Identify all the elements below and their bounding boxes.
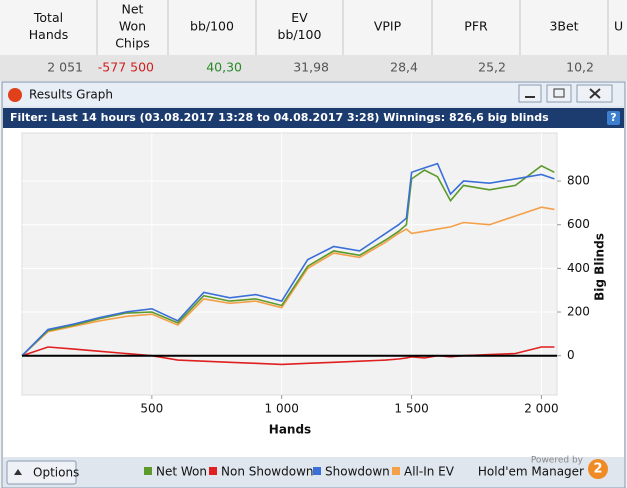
minimize-button[interactable] bbox=[518, 84, 542, 103]
app-icon bbox=[8, 88, 22, 102]
y-axis-title: Big Blinds bbox=[593, 233, 607, 301]
column-header: bb/100 bbox=[190, 19, 234, 34]
column-header: VPIP bbox=[374, 19, 402, 34]
options-label: Options bbox=[33, 466, 79, 480]
window-title: Results Graph bbox=[29, 88, 113, 102]
y-tick-label: 400 bbox=[567, 261, 590, 275]
x-tick-label: 2 000 bbox=[524, 402, 558, 416]
table-cell: 10,2 bbox=[566, 60, 594, 75]
legend-swatch bbox=[144, 467, 152, 475]
column-header: U bbox=[614, 19, 623, 34]
brand-logo bbox=[588, 459, 608, 479]
x-tick-label: 1 000 bbox=[265, 402, 299, 416]
series-line bbox=[21, 164, 555, 357]
table-cell: 2 051 bbox=[47, 60, 83, 75]
filter-text: Filter: Last 14 hours (03.08.2017 13:28 … bbox=[10, 111, 549, 124]
x-tick-label: 1 500 bbox=[394, 402, 428, 416]
maximize-button[interactable] bbox=[546, 84, 572, 103]
y-tick-label: 200 bbox=[567, 305, 590, 319]
y-tick-label: 800 bbox=[567, 174, 590, 188]
table-cell: 28,4 bbox=[390, 60, 418, 75]
legend-swatch bbox=[209, 467, 217, 475]
y-tick-label: 600 bbox=[567, 217, 590, 231]
column-header: EV bbox=[291, 10, 308, 25]
legend-label: All-In EV bbox=[404, 465, 455, 479]
column-header: Hands bbox=[29, 27, 68, 42]
legend-label: Showdown bbox=[325, 465, 390, 479]
column-header: Chips bbox=[115, 36, 150, 51]
series-line bbox=[21, 206, 555, 357]
x-axis-title: Hands bbox=[269, 423, 311, 437]
brand-logo-text: 2 bbox=[593, 462, 602, 477]
title-bar bbox=[3, 83, 624, 106]
column-header: Total bbox=[33, 10, 63, 25]
table-cell: 40,30 bbox=[206, 60, 242, 75]
x-tick-label: 500 bbox=[140, 402, 163, 416]
legend-label: Non Showdown bbox=[221, 465, 314, 479]
column-header: Won bbox=[119, 19, 146, 34]
options-arrow bbox=[14, 469, 22, 475]
help-button[interactable] bbox=[607, 111, 620, 125]
maximize-icon bbox=[553, 88, 565, 98]
table-header-bg bbox=[0, 0, 627, 55]
column-header: 3Bet bbox=[549, 19, 578, 34]
legend-label: Net Won bbox=[156, 465, 207, 479]
table-row-bg bbox=[0, 55, 627, 81]
legend-swatch bbox=[313, 467, 321, 475]
table-cell: -577 500 bbox=[98, 60, 154, 75]
close-icon bbox=[589, 88, 601, 99]
brand: Hold'em Manager bbox=[478, 465, 584, 479]
column-header: bb/100 bbox=[278, 27, 322, 42]
series-line bbox=[21, 162, 555, 357]
table-cell: 25,2 bbox=[478, 60, 506, 75]
options-button[interactable] bbox=[6, 460, 77, 485]
help-text: ? bbox=[610, 111, 616, 124]
y-tick-label: 0 bbox=[567, 348, 575, 362]
column-header: PFR bbox=[464, 19, 488, 34]
plot-area bbox=[21, 132, 558, 396]
powered-by: Powered by bbox=[531, 456, 584, 466]
filter-bar bbox=[3, 108, 624, 128]
table-cell: 31,98 bbox=[293, 60, 329, 75]
column-header: Net bbox=[122, 2, 144, 17]
legend-swatch bbox=[392, 467, 400, 475]
